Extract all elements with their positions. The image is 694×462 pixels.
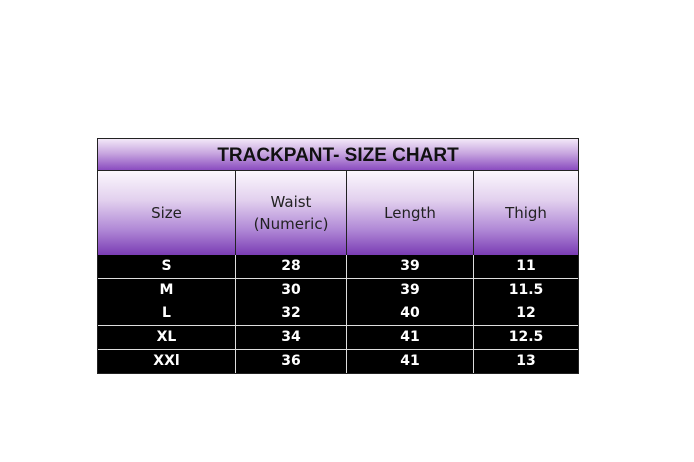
header-waist-line2: (Numeric): [253, 215, 329, 233]
table-cell: L: [98, 302, 236, 325]
table-cell: 11: [516, 258, 536, 274]
header-row: Size Waist (Numeric) Length Thigh: [98, 171, 578, 255]
table-cell: 34: [236, 326, 347, 349]
header-thigh: Thigh: [474, 171, 578, 255]
size-chart-table: TRACKPANT- SIZE CHART Size Waist (Numeric…: [97, 138, 579, 374]
header-size: Size: [98, 171, 236, 255]
table-cell: 40: [347, 302, 474, 325]
table-cell: 32: [236, 302, 347, 325]
table-cell: 13: [516, 353, 536, 369]
table-cell: 39: [347, 279, 474, 302]
table-row: S 28 39 11: [98, 255, 578, 279]
table-cell: 12: [516, 305, 536, 321]
header-waist: Waist (Numeric): [236, 171, 347, 255]
header-length: Length: [347, 171, 474, 255]
table-row: XXl 36 41 13: [98, 350, 578, 373]
table-row: L 32 40 12: [98, 302, 578, 326]
table-cell: 36: [236, 350, 347, 373]
table-cell: 41: [347, 326, 474, 349]
table-cell: XXl: [98, 350, 236, 373]
table-cell: 28: [236, 255, 347, 278]
table-title: TRACKPANT- SIZE CHART: [98, 139, 578, 171]
table-cell: 30: [236, 279, 347, 302]
table-cell: 11.5: [508, 282, 544, 298]
header-waist-line1: Waist: [270, 193, 312, 211]
table-row: M 30 39 11.5: [98, 279, 578, 302]
table-cell: 12.5: [508, 329, 544, 345]
table-cell: 41: [347, 350, 474, 373]
table-cell: XL: [98, 326, 236, 349]
table-row: XL 34 41 12.5: [98, 326, 578, 350]
table-cell: S: [98, 255, 236, 278]
table-cell: 39: [347, 255, 474, 278]
table-cell: M: [98, 279, 236, 302]
